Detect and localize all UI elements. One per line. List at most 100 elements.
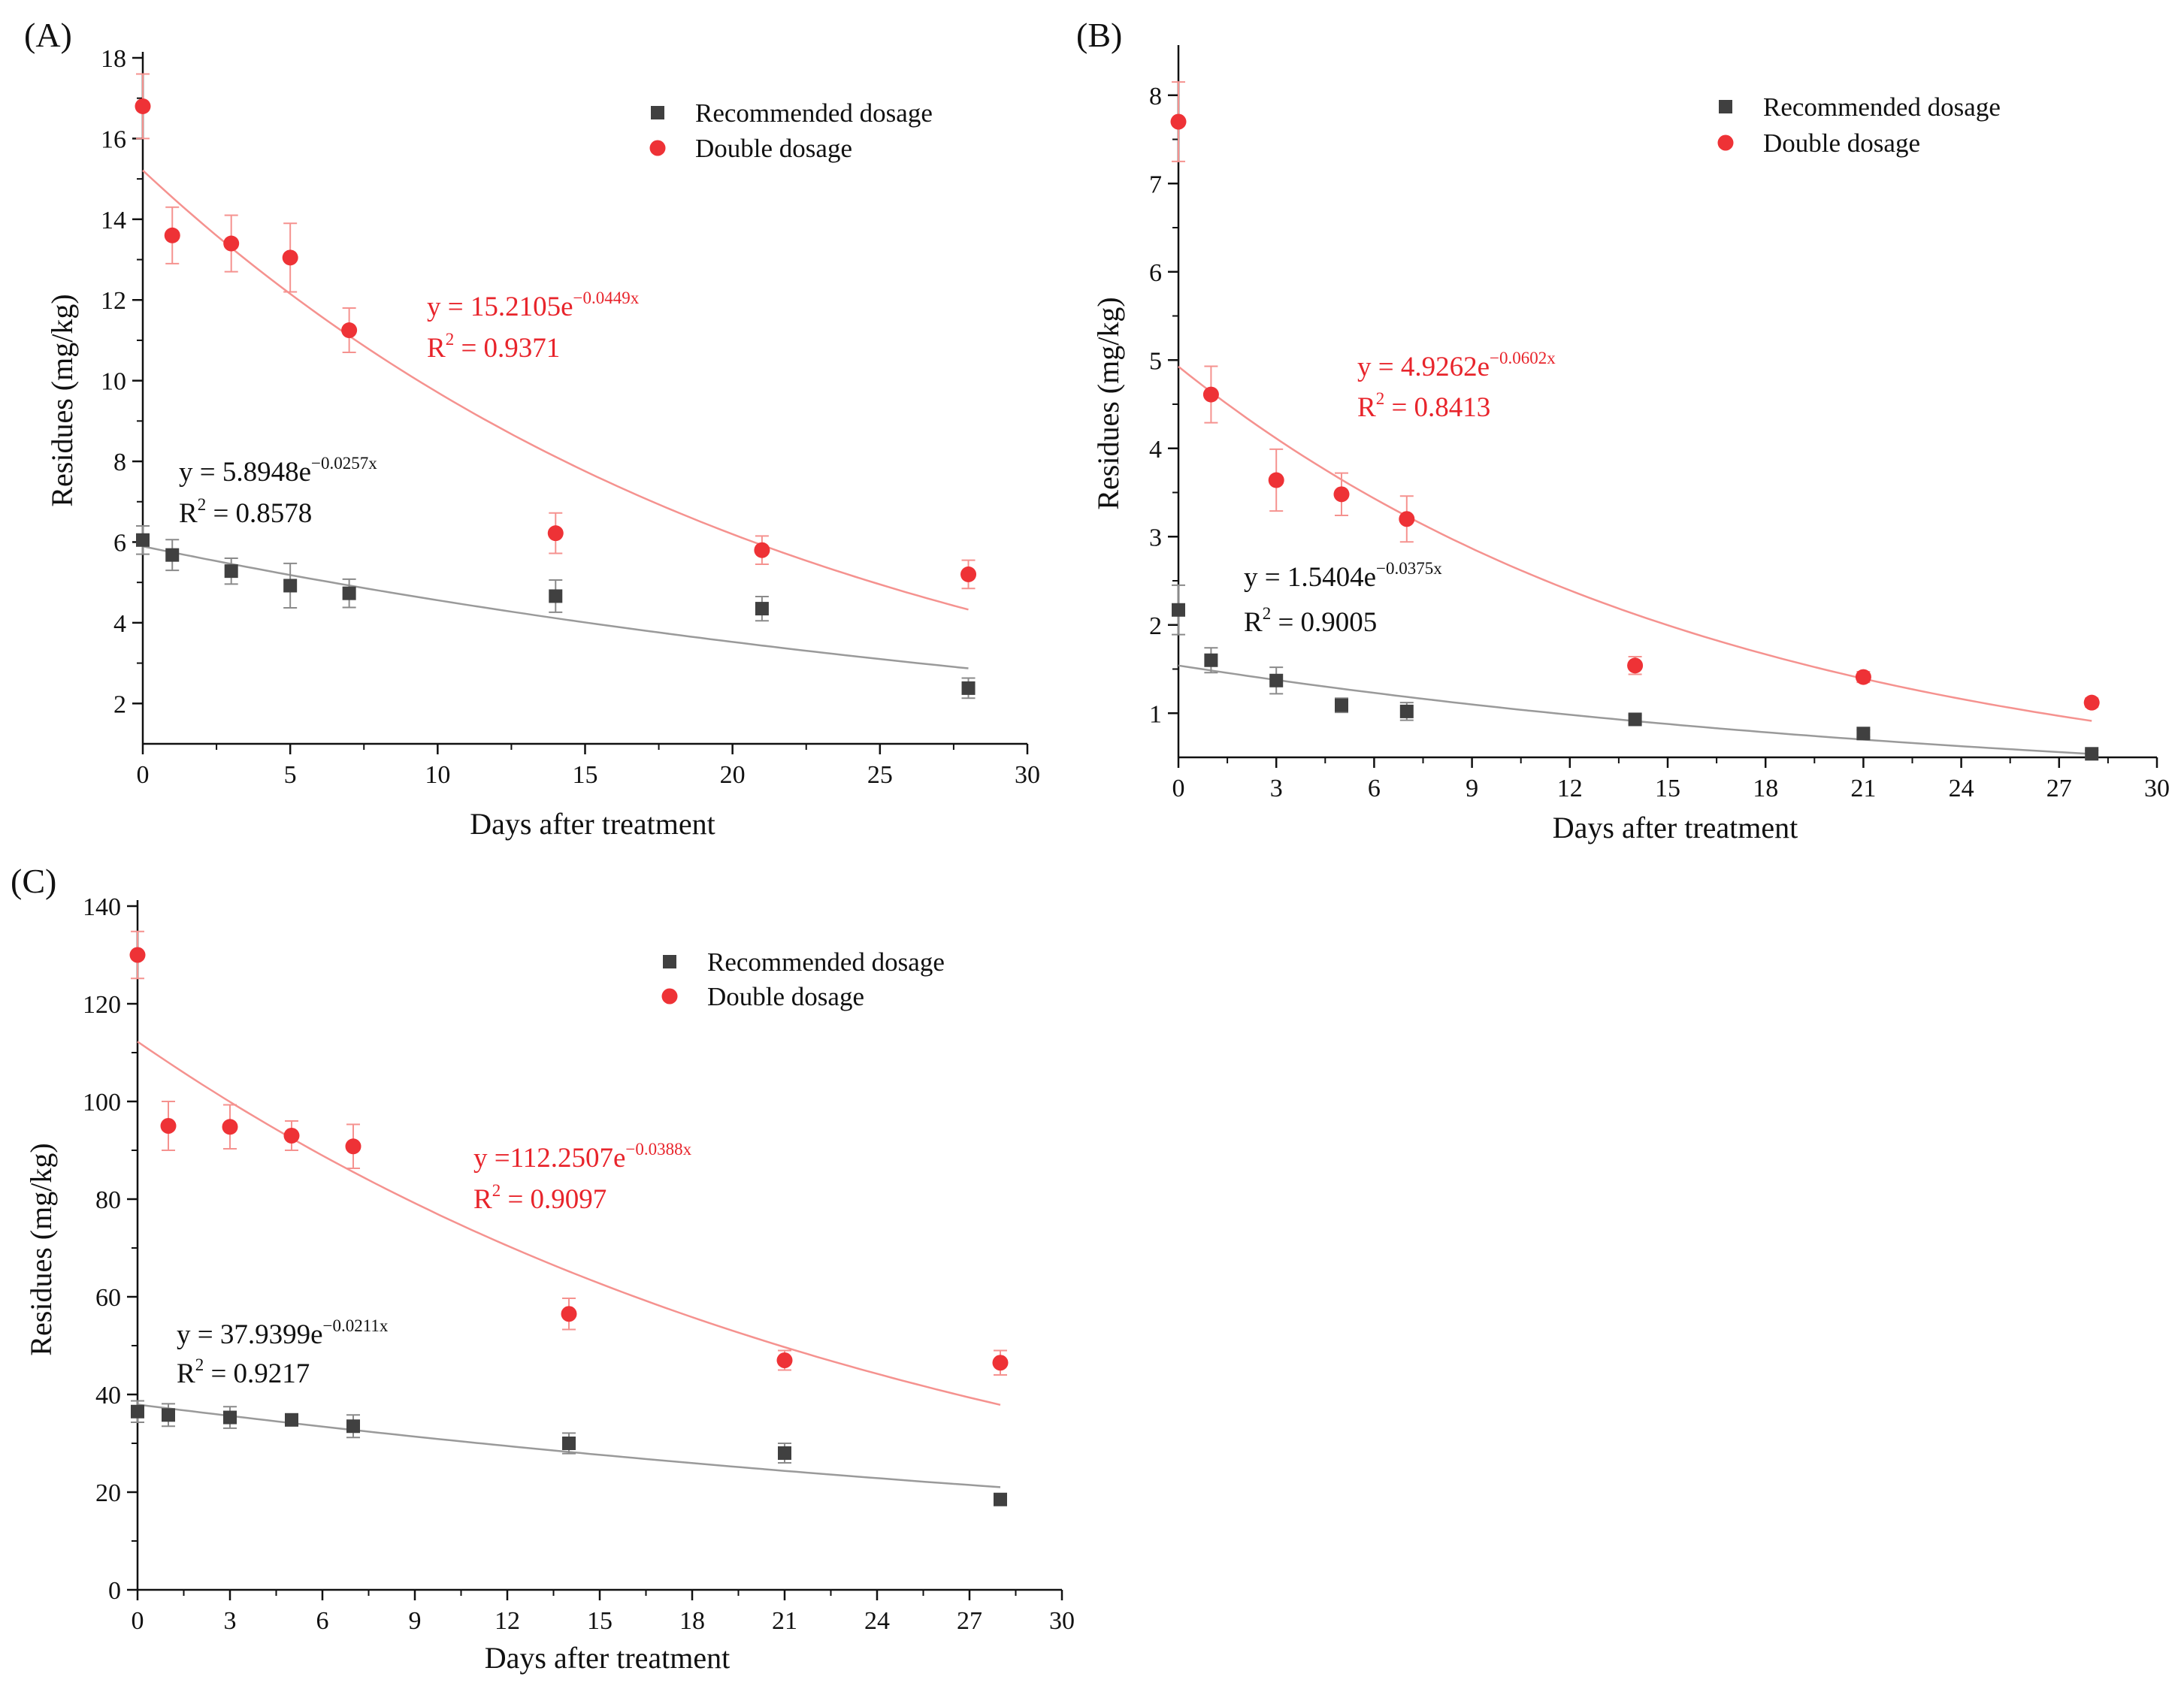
- recommended-data-point: [223, 1410, 237, 1425]
- recommended-data-point: [2085, 747, 2099, 761]
- x-tick-label: 25: [867, 761, 893, 789]
- double-data-point: [1399, 511, 1415, 527]
- double-data-point: [345, 1138, 361, 1155]
- y-tick-label: 10: [101, 368, 126, 396]
- legend: Recommended dosage Double dosage: [649, 98, 933, 163]
- panel-label: (A): [24, 16, 72, 54]
- y-tick-label: 8: [1149, 83, 1162, 110]
- y-tick-label: 80: [95, 1186, 121, 1214]
- r2-symbol: R: [179, 498, 198, 529]
- double-data-point: [547, 525, 564, 542]
- x-tick-label: 5: [284, 761, 297, 789]
- y-tick-label: 0: [108, 1577, 121, 1605]
- recommended-data-point: [162, 1408, 175, 1422]
- double-data-point: [222, 1119, 238, 1135]
- x-tick-label: 30: [2144, 775, 2170, 802]
- double-data-point: [129, 947, 146, 963]
- double-data-point: [754, 542, 770, 558]
- double-data-point: [160, 1118, 177, 1134]
- y-tick-label: 18: [101, 45, 126, 73]
- x-tick-label: 30: [1049, 1607, 1075, 1635]
- double-r-squared: R2 = 0.8413: [1357, 389, 1490, 423]
- legend-label-recommended: Recommended dosage: [707, 947, 945, 977]
- recommended-equation: y = 1.5404e−0.0375x: [1244, 559, 1442, 593]
- legend-label-recommended: Recommended dosage: [1763, 92, 2001, 122]
- double-data-point: [561, 1306, 577, 1322]
- x-tick-label: 12: [1557, 775, 1583, 802]
- x-axis-title: Days after treatment: [470, 807, 715, 841]
- recommended-equation: y = 5.8948e−0.0257x: [179, 454, 377, 488]
- double-fit-curve: [137, 1041, 1001, 1406]
- double-data-point: [223, 235, 240, 252]
- x-tick-label: 0: [132, 1607, 144, 1635]
- double-data-point: [1627, 657, 1644, 674]
- y-axis-title: Residues (mg/kg): [24, 1143, 58, 1355]
- r2-symbol: R: [1357, 392, 1376, 423]
- x-axis-title: Days after treatment: [485, 1641, 731, 1675]
- y-tick-label: 16: [101, 125, 126, 153]
- recommended-data-point: [165, 548, 180, 562]
- double-data-point: [2083, 694, 2100, 711]
- panel-label: (B): [1076, 16, 1122, 54]
- x-tick-label: 18: [679, 1607, 705, 1635]
- recommended-data-point: [285, 1413, 298, 1427]
- recommended-data-point: [1204, 653, 1218, 667]
- r2-value: = 0.8578: [206, 498, 312, 529]
- r2-symbol: R: [177, 1358, 195, 1389]
- x-tick-label: 27: [2046, 775, 2072, 802]
- x-tick-label: 12: [495, 1607, 520, 1635]
- legend-square-icon: [1719, 100, 1732, 113]
- double-equation: y =112.2507e−0.0388x: [473, 1140, 692, 1174]
- double-data-point: [1202, 386, 1219, 403]
- recommended-r-squared: R2 = 0.8578: [179, 495, 312, 529]
- double-data-point: [164, 227, 180, 243]
- recommended-data-point: [342, 586, 356, 600]
- x-tick-label: 3: [224, 1607, 237, 1635]
- legend: Recommended dosage Double dosage: [1717, 92, 2001, 158]
- y-tick-label: 7: [1149, 171, 1162, 198]
- recommended-r-squared: R2 = 0.9217: [177, 1355, 310, 1389]
- y-tick-label: 6: [1149, 259, 1162, 287]
- double-equation: y = 15.2105e−0.0449x: [427, 289, 640, 322]
- double-equation: y = 4.9262e−0.0602x: [1357, 349, 1556, 382]
- y-tick-label: 14: [101, 207, 126, 234]
- equation-exponent: −0.0375x: [1376, 559, 1442, 578]
- panel-c: (C) 0 3 6 9 12 15 18 21 24 27 30 0 20 40 60 80 100 120 140 D…: [11, 862, 1075, 1675]
- legend-square-icon: [663, 955, 676, 968]
- y-tick-label: 4: [113, 610, 126, 638]
- r2-superscript: 2: [1376, 389, 1385, 408]
- x-tick-label: 6: [1368, 775, 1381, 802]
- y-tick-label: 100: [83, 1089, 121, 1116]
- y-tick-label: 1: [1149, 700, 1162, 728]
- double-data-point: [1268, 472, 1284, 488]
- recommended-r-squared: R2 = 0.9005: [1244, 604, 1377, 638]
- double-data-point: [1333, 486, 1350, 503]
- legend-circle-icon: [649, 140, 666, 156]
- recommended-data-point: [346, 1419, 360, 1434]
- x-tick-label: 24: [1949, 775, 1974, 802]
- legend-label-double: Double dosage: [695, 134, 852, 163]
- double-data-point: [135, 98, 151, 114]
- x-tick-label: 15: [1655, 775, 1680, 802]
- r2-superscript: 2: [1263, 604, 1272, 623]
- y-tick-label: 8: [113, 449, 126, 476]
- recommended-data-point: [1172, 603, 1185, 617]
- recommended-data-point: [131, 1404, 144, 1419]
- recommended-fit-curve: [1178, 664, 2092, 755]
- equation-base: y = 1.5404e: [1244, 562, 1376, 593]
- x-tick-label: 9: [1466, 775, 1478, 802]
- equation-base: y = 37.9399e: [177, 1319, 323, 1350]
- recommended-data-point: [1628, 712, 1642, 727]
- r2-value: = 0.8413: [1384, 392, 1490, 423]
- equation-base: y =112.2507e: [473, 1143, 625, 1174]
- recommended-data-point: [1269, 673, 1284, 687]
- recommended-data-point: [994, 1492, 1007, 1506]
- y-tick-label: 4: [1149, 436, 1162, 464]
- x-tick-label: 15: [587, 1607, 613, 1635]
- r2-superscript: 2: [492, 1181, 501, 1200]
- y-tick-label: 20: [95, 1479, 121, 1507]
- double-r-squared: R2 = 0.9097: [473, 1181, 606, 1215]
- legend-label-double: Double dosage: [1763, 128, 1920, 158]
- recommended-data-point: [224, 564, 238, 579]
